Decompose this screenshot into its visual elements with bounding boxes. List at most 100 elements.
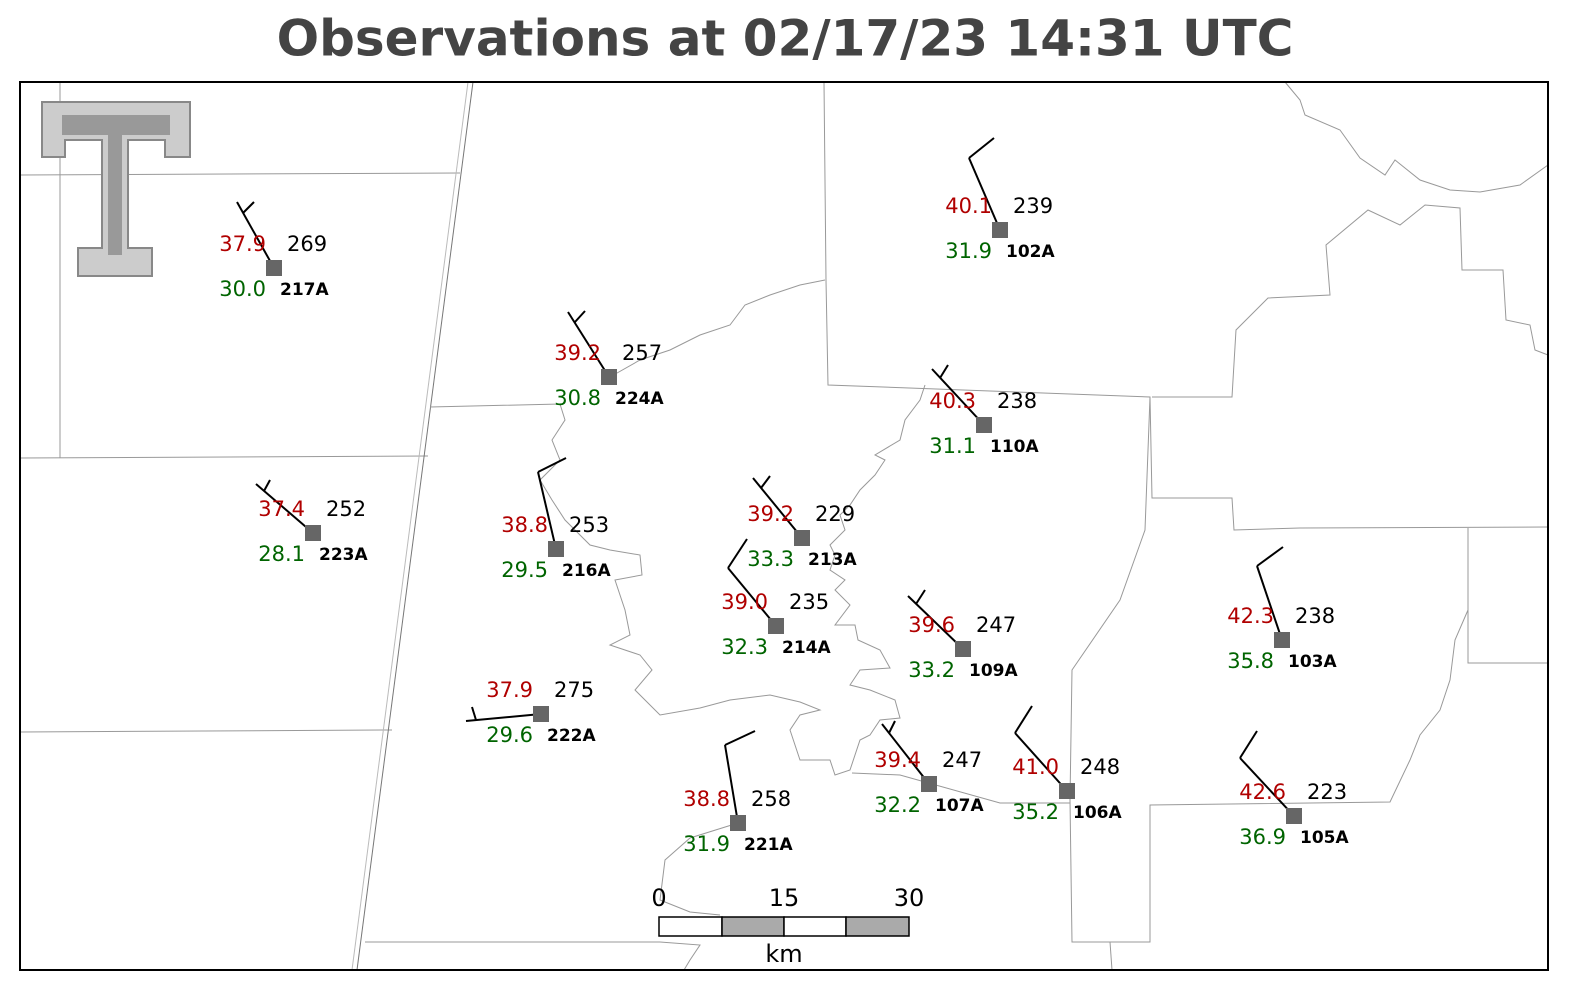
- wind-barb: [1014, 705, 1033, 734]
- temperature: 37.9: [219, 232, 266, 256]
- station: [533, 706, 549, 722]
- station-id: 102A: [1006, 242, 1055, 262]
- station-value: 257: [622, 341, 662, 365]
- station-id: 103A: [1288, 652, 1337, 672]
- station-id: 107A: [935, 796, 984, 816]
- wind-barb: [1256, 546, 1284, 567]
- station-value: 253: [569, 513, 609, 537]
- dewpoint: 32.3: [721, 635, 768, 659]
- temperature: 40.3: [929, 389, 976, 413]
- wind-barb: [915, 589, 926, 605]
- station: [548, 541, 564, 557]
- title: Observations at 02/17/23 14:31 UTC: [277, 10, 1294, 68]
- dewpoint: 33.3: [747, 547, 794, 571]
- station: [266, 260, 282, 276]
- station-id: 221A: [744, 835, 793, 855]
- scale-label: 0: [651, 884, 666, 912]
- wind-barb: [574, 310, 586, 323]
- wind-barb: [727, 567, 777, 627]
- wind-barb: [968, 157, 1001, 231]
- station-value: 248: [1080, 755, 1120, 779]
- wind-barb: [727, 538, 748, 569]
- wind-barb: [968, 137, 995, 159]
- wind-barb: [881, 723, 930, 785]
- wind-barb: [537, 471, 557, 550]
- dewpoint: 31.9: [683, 832, 730, 856]
- borders: [19, 81, 1549, 971]
- dewpoint: 31.1: [929, 434, 976, 458]
- station-id: 217A: [280, 280, 329, 300]
- station-value: 258: [751, 787, 791, 811]
- station: [794, 530, 810, 546]
- station: [730, 815, 746, 831]
- station: [921, 776, 937, 792]
- dewpoint: 30.8: [554, 386, 601, 410]
- station-value: 275: [554, 678, 594, 702]
- station-id: 213A: [808, 550, 857, 570]
- dewpoint: 35.2: [1012, 800, 1059, 824]
- wind-barb: [907, 595, 964, 650]
- dewpoint: 29.6: [486, 723, 533, 747]
- wind-barb: [1239, 730, 1258, 759]
- station-value: 229: [815, 502, 855, 526]
- station-id: 223A: [319, 545, 368, 565]
- station-id: 105A: [1300, 828, 1349, 848]
- wind-barb: [537, 457, 567, 473]
- temperature: 39.2: [747, 502, 794, 526]
- station-id: 216A: [562, 561, 611, 581]
- station-value: 223: [1307, 780, 1347, 804]
- station: [1059, 783, 1075, 799]
- wind-barb: [255, 483, 314, 534]
- station-value: 239: [1013, 194, 1053, 218]
- wind-barb: [724, 744, 739, 824]
- dewpoint: 31.9: [945, 239, 992, 263]
- scale-label: 30: [894, 884, 925, 912]
- station-value: 247: [942, 748, 982, 772]
- temperature: 39.2: [554, 341, 601, 365]
- temperature: 39.6: [908, 613, 955, 637]
- station-value: 238: [1295, 604, 1335, 628]
- scale-label: 15: [769, 884, 800, 912]
- station-id: 110A: [990, 437, 1039, 457]
- wind-barb: [471, 706, 477, 721]
- frame: [19, 81, 1549, 971]
- temperature: 41.0: [1012, 755, 1059, 779]
- wind-barb: [760, 475, 771, 489]
- wind-barb: [567, 311, 610, 378]
- station-value: 269: [287, 232, 327, 256]
- wind-barb: [1239, 757, 1295, 817]
- dewpoint: 29.5: [501, 558, 548, 582]
- dewpoint: 30.0: [219, 277, 266, 301]
- station: [1286, 808, 1302, 824]
- station-id: 109A: [969, 661, 1018, 681]
- station: [992, 222, 1008, 238]
- wind-barb: [1014, 732, 1068, 792]
- wind-barb: [465, 713, 542, 722]
- logo: [41, 101, 191, 277]
- temperature: 42.3: [1227, 604, 1274, 628]
- station: [955, 641, 971, 657]
- wind-barb: [242, 201, 255, 214]
- station: [1274, 632, 1290, 648]
- station-id: 224A: [615, 389, 664, 409]
- scale-unit: km: [765, 940, 802, 968]
- station-id: 222A: [547, 726, 596, 746]
- temperature: 37.4: [258, 497, 305, 521]
- wind-barb: [888, 720, 896, 734]
- station-value: 235: [789, 590, 829, 614]
- temperature: 37.9: [486, 678, 533, 702]
- temperature: 40.1: [945, 194, 992, 218]
- wind-barb: [1256, 565, 1283, 641]
- wind-barb: [724, 730, 756, 746]
- station-value: 247: [976, 613, 1016, 637]
- dewpoint: 35.8: [1227, 649, 1274, 673]
- station: [976, 417, 992, 433]
- temperature: 38.8: [501, 513, 548, 537]
- temperature: 39.4: [874, 748, 921, 772]
- temperature: 38.8: [683, 787, 730, 811]
- station: [768, 618, 784, 634]
- wind-barb: [939, 364, 949, 379]
- temperature: 39.0: [721, 590, 768, 614]
- dewpoint: 36.9: [1239, 825, 1286, 849]
